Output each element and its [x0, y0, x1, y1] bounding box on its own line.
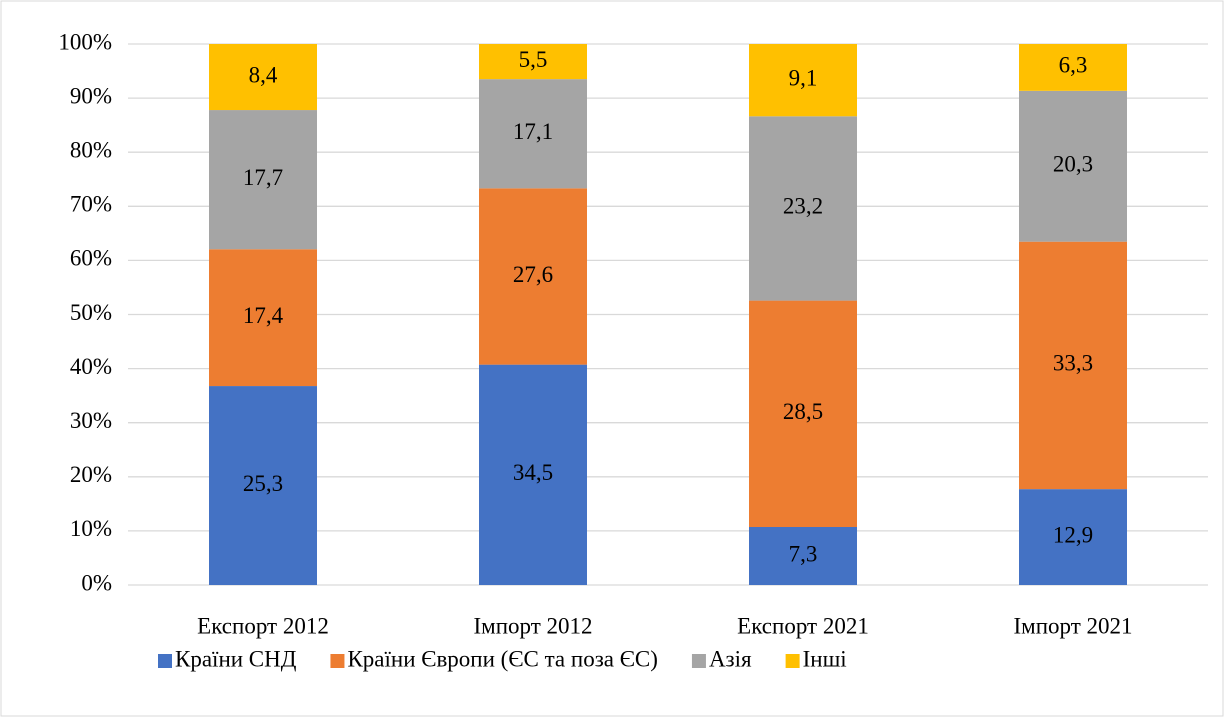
x-tick-label: Імпорт 2012 [473, 613, 592, 638]
data-label: 17,4 [243, 303, 284, 328]
y-tick-label: 70% [70, 192, 112, 217]
y-tick-label: 10% [70, 516, 112, 541]
bar-segment [1019, 90, 1127, 242]
bar-segment [749, 116, 857, 301]
bar-segment [1019, 489, 1127, 585]
y-tick-label: 90% [70, 83, 112, 108]
y-tick-label: 0% [81, 570, 112, 595]
data-label: 12,9 [1053, 522, 1093, 547]
y-tick-label: 40% [70, 354, 112, 379]
bar-segment [209, 386, 317, 585]
data-label: 34,5 [513, 460, 553, 485]
bar-segment [749, 527, 857, 585]
bar-segment [479, 188, 587, 365]
data-label: 17,7 [243, 165, 283, 190]
bar-segment [479, 44, 587, 80]
legend-swatch [691, 654, 706, 668]
y-tick-label: 80% [70, 137, 112, 162]
bar-segment [1019, 44, 1127, 91]
legend-label: Країни СНД [175, 646, 297, 671]
data-label: 27,6 [513, 262, 553, 287]
data-label: 9,1 [789, 65, 818, 90]
bar-segment [209, 110, 317, 250]
bar-segment [479, 79, 587, 189]
data-label: 23,2 [783, 194, 823, 219]
y-tick-label: 30% [70, 408, 112, 433]
data-label: 6,3 [1059, 53, 1088, 78]
legend-swatch [330, 654, 345, 668]
bar-segment [1019, 241, 1127, 490]
data-label: 17,1 [513, 119, 553, 144]
bar-segment [749, 300, 857, 528]
y-tick-label: 100% [58, 29, 112, 54]
bar-segment [479, 364, 587, 585]
legend-label: Країни Європи (ЄС та поза ЄС) [347, 646, 657, 671]
legend-label: Інші [803, 646, 847, 671]
data-label: 20,3 [1053, 152, 1093, 177]
data-label: 25,3 [243, 471, 283, 496]
y-tick-label: 60% [70, 246, 112, 271]
legend-label: Азія [709, 646, 752, 671]
x-tick-label: Експорт 2012 [197, 613, 329, 638]
legend-swatch [785, 654, 800, 668]
data-label: 33,3 [1053, 351, 1093, 376]
bar-segment [209, 44, 317, 111]
data-label: 5,5 [519, 47, 548, 72]
y-tick-label: 20% [70, 462, 112, 487]
y-tick-label: 50% [70, 300, 112, 325]
legend-swatch [158, 654, 172, 668]
bar-segment [749, 44, 857, 117]
x-tick-label: Експорт 2021 [737, 613, 869, 638]
data-label: 8,4 [249, 62, 278, 87]
data-label: 7,3 [789, 541, 818, 566]
bar-segment [209, 249, 317, 387]
data-label: 28,5 [783, 399, 823, 424]
x-tick-label: Імпорт 2021 [1013, 613, 1132, 638]
